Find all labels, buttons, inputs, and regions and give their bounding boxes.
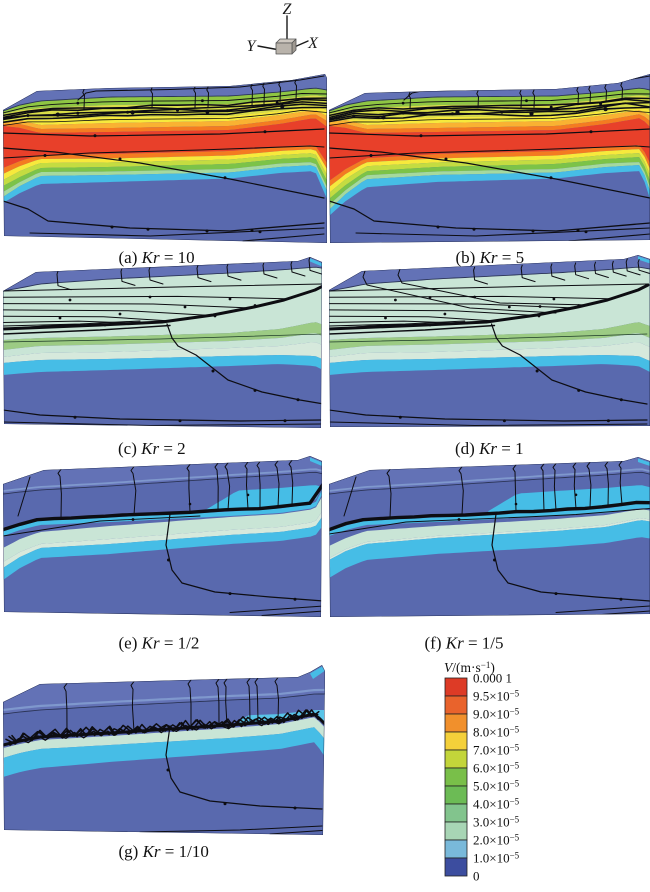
svg-text:6.0×10−5: 6.0×10−5: [473, 761, 520, 776]
svg-text:5.0×10−5: 5.0×10−5: [473, 779, 520, 794]
svg-text:(c) Kr = 2: (c) Kr = 2: [118, 439, 186, 458]
svg-text:8.0×10−5: 8.0×10−5: [473, 725, 520, 740]
svg-text:(e) Kr = 1/2: (e) Kr = 1/2: [119, 634, 200, 653]
svg-text:4.0×10−5: 4.0×10−5: [473, 797, 520, 812]
svg-text:(d) Kr = 1: (d) Kr = 1: [455, 439, 524, 458]
svg-text:9.0×10−5: 9.0×10−5: [473, 707, 520, 722]
svg-text:Z: Z: [283, 1, 293, 18]
svg-text:1.0×10−5: 1.0×10−5: [473, 851, 520, 866]
svg-text:(f) Kr = 1/5: (f) Kr = 1/5: [425, 634, 504, 653]
svg-text:(a) Kr = 10: (a) Kr = 10: [119, 248, 195, 267]
svg-text:9.5×10−5: 9.5×10−5: [473, 689, 520, 704]
svg-text:X: X: [307, 35, 319, 52]
svg-text:3.0×10−5: 3.0×10−5: [473, 815, 520, 830]
svg-text:0.000 1: 0.000 1: [473, 671, 512, 686]
svg-text:0: 0: [473, 869, 480, 884]
svg-text:(g) Kr = 1/10: (g) Kr = 1/10: [119, 842, 209, 861]
svg-text:(b) Kr = 5: (b) Kr = 5: [456, 248, 525, 267]
svg-text:2.0×10−5: 2.0×10−5: [473, 833, 520, 848]
svg-text:Y: Y: [247, 38, 258, 55]
svg-text:7.0×10−5: 7.0×10−5: [473, 743, 520, 758]
